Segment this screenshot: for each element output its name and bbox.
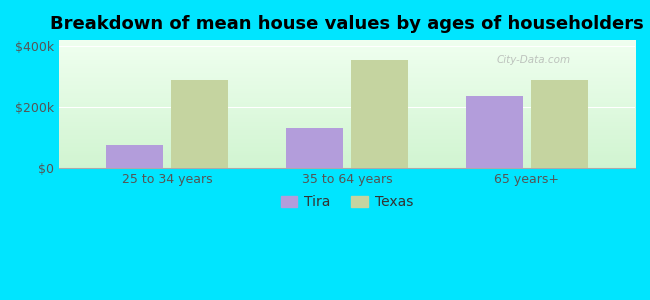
Bar (530, 80, 588, 168)
Text: City-Data.com: City-Data.com (497, 56, 571, 65)
Title: Breakdown of mean house values by ages of householders: Breakdown of mean house values by ages o… (50, 15, 644, 33)
Legend: Tira, Texas: Tira, Texas (275, 190, 419, 215)
Bar (350, 60, 408, 168)
Bar (286, 128, 343, 168)
Bar (170, 80, 228, 168)
Bar (106, 145, 163, 168)
Bar (466, 96, 523, 168)
